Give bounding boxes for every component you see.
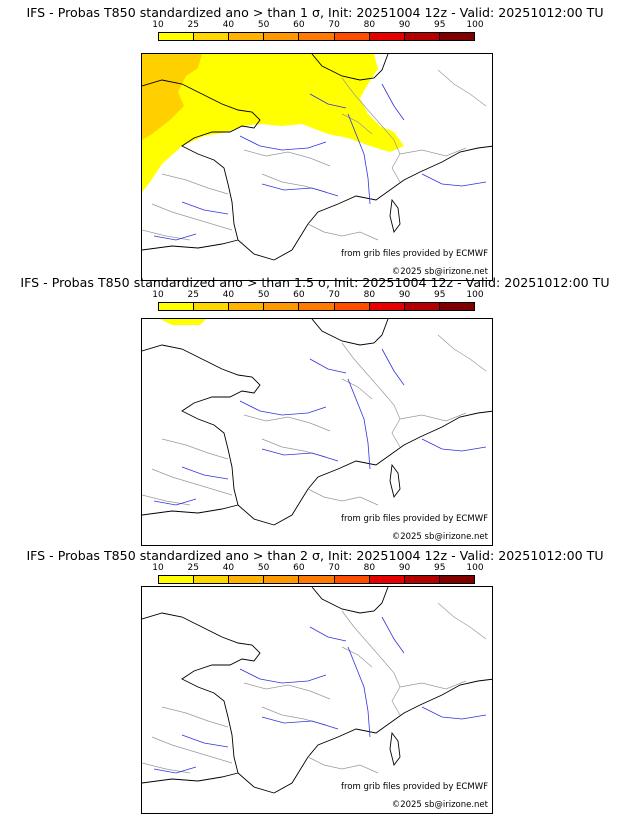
colorbar-tick-label: 70 [328, 563, 340, 573]
colorbar-tick-label: 90 [398, 20, 411, 30]
colorbar [158, 32, 475, 41]
colorbar-ticks: 10 25 40 50 60 70 80 90 95 100 [152, 19, 483, 31]
colorbar-tick-label: 60 [293, 20, 305, 30]
panel-title: IFS - Probas T850 standardized ano > tha… [26, 5, 604, 20]
colorbar-segment [159, 33, 195, 40]
map-panel-1: IFS - Probas T850 standardized ano > tha… [0, 5, 630, 281]
map-area: from grib files provided by ECMWF ©2025 … [141, 53, 493, 281]
colorbar-segment [264, 576, 300, 583]
colorbar-tick-label: 25 [187, 20, 199, 30]
colorbar-tick-label: 10 [152, 563, 164, 573]
map-svg [142, 587, 492, 794]
borders [142, 69, 487, 241]
copyright-credit: ©2025 sb@irizone.net [391, 532, 488, 542]
colorbar-segment [439, 33, 474, 40]
colorbar-segment [229, 576, 265, 583]
colorbar-tick-label: 95 [434, 290, 446, 300]
colorbar [158, 575, 475, 584]
colorbar-segment [229, 33, 265, 40]
colorbar-segment [299, 33, 335, 40]
colorbar-segment [299, 576, 335, 583]
colorbar-tick-label: 40 [222, 290, 235, 300]
colorbar-tick-label: 40 [222, 563, 235, 573]
copyright-credit: ©2025 sb@irizone.net [391, 800, 488, 810]
colorbar-segment [439, 576, 474, 583]
colorbar-segment [334, 303, 370, 310]
colorbar-tick-label: 100 [466, 563, 484, 573]
colorbar-segment [159, 576, 195, 583]
colorbar-segment [264, 33, 300, 40]
colorbar-tick-label: 60 [293, 290, 305, 300]
colorbar-tick-label: 60 [293, 563, 305, 573]
colorbar-tick-label: 50 [257, 563, 270, 573]
colorbar-ticks: 10 25 40 50 60 70 80 90 95 100 [152, 562, 483, 574]
rivers [153, 348, 487, 506]
source-credit: from grib files provided by ECMWF [341, 249, 488, 259]
colorbar-tick-label: 70 [328, 290, 340, 300]
colorbar-segment [159, 303, 195, 310]
source-credit: from grib files provided by ECMWF [341, 782, 488, 792]
map-panel-2: IFS - Probas T850 standardized ano > tha… [0, 275, 630, 550]
colorbar-tick-label: 95 [434, 563, 446, 573]
panel-title: IFS - Probas T850 standardized ano > tha… [20, 275, 610, 290]
colorbar-tick-label: 10 [152, 290, 164, 300]
colorbar-tick-label: 25 [187, 563, 199, 573]
map-area: from grib files provided by ECMWF ©2025 … [141, 586, 493, 814]
colorbar-segment [369, 33, 405, 40]
colorbar-segment [439, 303, 474, 310]
prob-area-10 [160, 319, 206, 325]
colorbar-segment [369, 576, 405, 583]
colorbar-segment [404, 303, 440, 310]
colorbar-segment [264, 303, 300, 310]
colorbar-segment [194, 33, 230, 40]
colorbar-tick-label: 100 [466, 20, 484, 30]
colorbar-tick-label: 50 [257, 290, 270, 300]
map-area: from grib files provided by ECMWF ©2025 … [141, 318, 493, 546]
colorbar-segment [404, 576, 440, 583]
colorbar-segment [229, 303, 265, 310]
prob-area-25 [142, 54, 202, 140]
colorbar-tick-label: 50 [257, 20, 270, 30]
colorbar-tick-label: 100 [466, 290, 484, 300]
prob-area-10 [142, 54, 404, 192]
colorbar-ticks: 10 25 40 50 60 70 80 90 95 100 [152, 289, 483, 301]
colorbar-tick-label: 95 [434, 20, 446, 30]
source-credit: from grib files provided by ECMWF [341, 514, 488, 524]
colorbar-tick-label: 80 [363, 20, 376, 30]
rivers [153, 83, 487, 241]
coastline [142, 54, 492, 261]
borders [142, 334, 487, 506]
coastline [142, 319, 492, 526]
map-panel-3: IFS - Probas T850 standardized ano > tha… [0, 548, 630, 828]
colorbar [158, 302, 475, 311]
colorbar-tick-label: 90 [398, 563, 411, 573]
colorbar-tick-label: 80 [363, 563, 376, 573]
map-svg [142, 319, 492, 526]
map-svg [142, 54, 492, 261]
colorbar-segment [194, 303, 230, 310]
coastline [142, 587, 492, 794]
colorbar-segment [194, 576, 230, 583]
copyright-credit: ©2025 sb@irizone.net [391, 267, 488, 277]
colorbar-segment [404, 33, 440, 40]
colorbar-tick-label: 40 [222, 20, 235, 30]
colorbar-tick-label: 10 [152, 20, 164, 30]
colorbar-segment [369, 303, 405, 310]
colorbar-tick-label: 70 [328, 20, 340, 30]
panel-title: IFS - Probas T850 standardized ano > tha… [26, 548, 604, 563]
colorbar-tick-label: 90 [398, 290, 411, 300]
colorbar-segment [299, 303, 335, 310]
colorbar-tick-label: 25 [187, 290, 199, 300]
colorbar-segment [334, 33, 370, 40]
borders [142, 602, 487, 774]
rivers [153, 616, 487, 774]
colorbar-tick-label: 80 [363, 290, 376, 300]
colorbar-segment [334, 576, 370, 583]
